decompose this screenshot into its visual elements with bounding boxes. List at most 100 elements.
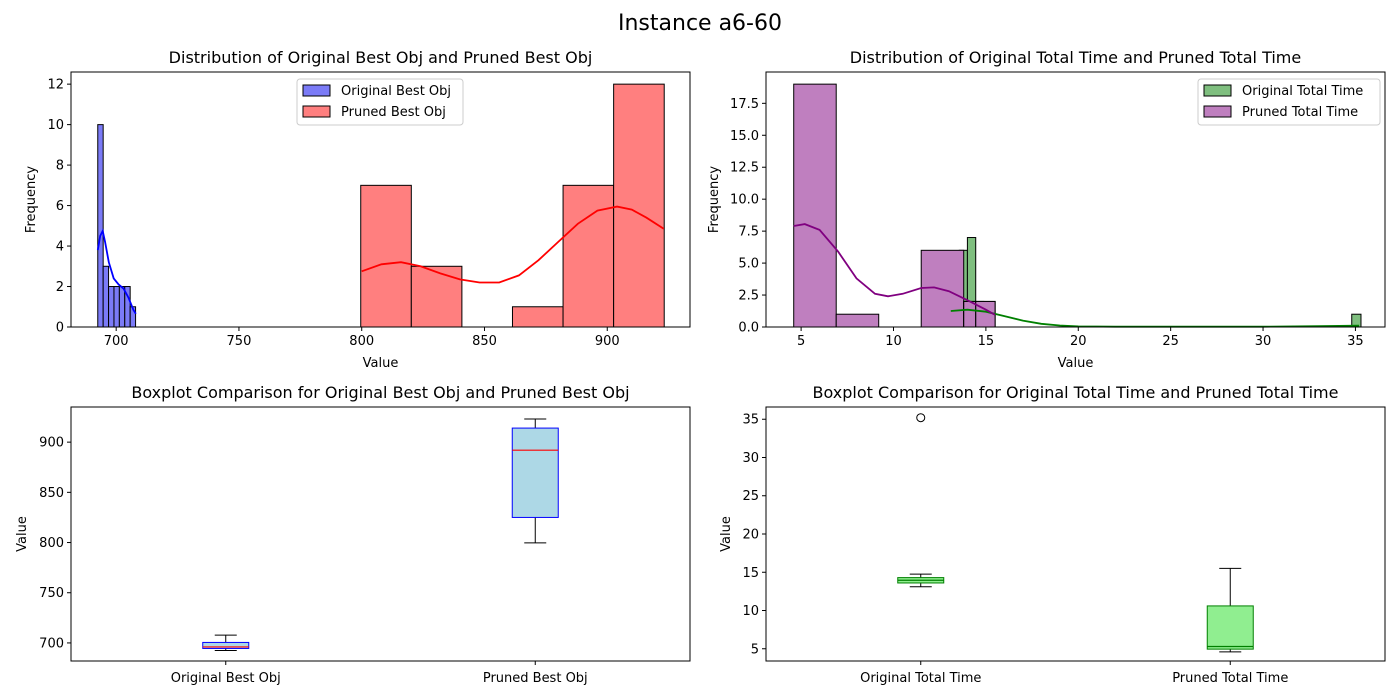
y-tick-label: 25: [742, 489, 759, 504]
histogram-series: [950, 237, 1362, 328]
kde-line: [950, 308, 1360, 328]
box-1: [202, 634, 250, 651]
kde-line: [96, 228, 137, 315]
histogram-bar: [835, 313, 880, 328]
histogram-bar: [102, 265, 110, 328]
axes-frame: [765, 71, 1386, 328]
y-tick-label: 900: [39, 436, 64, 451]
legend-frame: [1197, 78, 1381, 126]
y-tick-label: 15: [742, 566, 759, 581]
legend-label: Pruned Total Time: [1242, 105, 1358, 120]
x-tick-label: 35: [1347, 334, 1364, 349]
y-tick-label: 6: [56, 199, 64, 214]
histogram-series: [793, 83, 996, 328]
legend: Original Best Obj Pruned Best Obj: [296, 78, 464, 126]
subplot-2: Distribution of Original Total Time and …: [707, 48, 1386, 371]
y-tick-label: 750: [39, 586, 64, 601]
x-tick-label: 750: [227, 334, 252, 349]
x-tick-label: 15: [978, 334, 995, 349]
y-axis-label: Value: [719, 516, 734, 552]
histogram-series: [97, 124, 137, 328]
x-tick-label: 900: [595, 334, 620, 349]
kde-line: [361, 205, 665, 284]
y-tick-label: 0.0: [738, 321, 759, 336]
y-axis-label: Value: [15, 516, 30, 552]
x-tick-label: Pruned Total Time: [1172, 671, 1288, 686]
y-tick-label: 35: [742, 413, 759, 428]
subplot-title: Distribution of Original Best Obj and Pr…: [169, 48, 593, 67]
histogram-bar: [963, 300, 977, 328]
y-tick-label: 4: [56, 240, 64, 255]
histogram-bar: [793, 83, 837, 328]
x-tick-label: 10: [885, 334, 902, 349]
x-axis-label: Value: [1058, 356, 1094, 371]
x-tick-label: Pruned Best Obj: [483, 671, 588, 686]
y-tick-label: 850: [39, 486, 64, 501]
legend-swatch: [1203, 84, 1232, 97]
histogram-bar: [511, 306, 564, 328]
histogram-bar: [562, 184, 615, 328]
x-axis-label: Value: [363, 356, 399, 371]
y-tick-label: 15.0: [730, 129, 759, 144]
outlier-point: [916, 413, 926, 423]
y-axis-label: Frequency: [24, 166, 39, 233]
legend-label: Pruned Best Obj: [341, 105, 446, 120]
subplot-4: Boxplot Comparison for Original Total Ti…: [719, 383, 1386, 686]
subplot-1: Distribution of Original Best Obj and Pr…: [24, 48, 691, 371]
y-tick-label: 10: [47, 118, 64, 133]
y-tick-label: 2.5: [738, 289, 759, 304]
subplot-3: Boxplot Comparison for Original Best Obj…: [15, 383, 691, 686]
subplot-title: Boxplot Comparison for Original Total Ti…: [813, 383, 1339, 402]
figure-title: Instance a6-60: [618, 11, 782, 36]
histogram-bar: [113, 286, 120, 328]
x-tick-label: Original Best Obj: [171, 671, 281, 686]
y-tick-label: 5: [751, 642, 759, 657]
box-body: [511, 427, 559, 518]
y-tick-label: 700: [39, 636, 64, 651]
x-tick-label: 20: [1070, 334, 1087, 349]
legend-swatch: [302, 105, 331, 118]
axes-frame: [765, 406, 1386, 662]
y-tick-label: 17.5: [730, 97, 759, 112]
y-axis-label: Frequency: [707, 166, 722, 233]
box-body: [1206, 605, 1254, 650]
x-tick-label: 25: [1162, 334, 1179, 349]
x-tick-label: 850: [472, 334, 497, 349]
y-tick-label: 2: [56, 280, 64, 295]
y-tick-label: 5.0: [738, 257, 759, 272]
histogram-bar: [360, 184, 412, 328]
histogram-bar: [97, 124, 104, 328]
histogram-bar: [410, 265, 463, 328]
histogram-bar: [108, 286, 115, 328]
y-tick-label: 8: [56, 159, 64, 174]
legend-swatch: [1203, 105, 1232, 118]
box-2: [1206, 567, 1254, 653]
axes-frame: [70, 71, 691, 328]
x-tick-label: 5: [797, 334, 805, 349]
legend-label: Original Best Obj: [341, 84, 451, 99]
y-tick-label: 30: [742, 451, 759, 466]
x-tick-label: Original Total Time: [860, 671, 981, 686]
y-tick-label: 0: [56, 321, 64, 336]
y-tick-label: 12: [47, 78, 64, 93]
legend-swatch: [302, 84, 331, 97]
box-body: [202, 641, 250, 649]
histogram-bar: [118, 286, 126, 328]
box-2: [511, 418, 559, 544]
legend-label: Original Total Time: [1242, 84, 1363, 99]
x-tick-label: 30: [1255, 334, 1272, 349]
box-1: [897, 413, 945, 588]
legend-frame: [296, 78, 464, 126]
histogram-bar: [613, 83, 665, 328]
legend: Original Total Time Pruned Total Time: [1197, 78, 1381, 126]
y-tick-label: 10.0: [730, 193, 759, 208]
y-tick-label: 20: [742, 528, 759, 543]
x-tick-label: 700: [104, 334, 129, 349]
y-tick-label: 12.5: [730, 161, 759, 176]
axes-frame: [70, 406, 691, 662]
kde-line: [793, 223, 996, 316]
y-tick-label: 10: [742, 604, 759, 619]
subplot-title: Distribution of Original Total Time and …: [850, 48, 1301, 67]
subplot-title: Boxplot Comparison for Original Best Obj…: [131, 383, 629, 402]
